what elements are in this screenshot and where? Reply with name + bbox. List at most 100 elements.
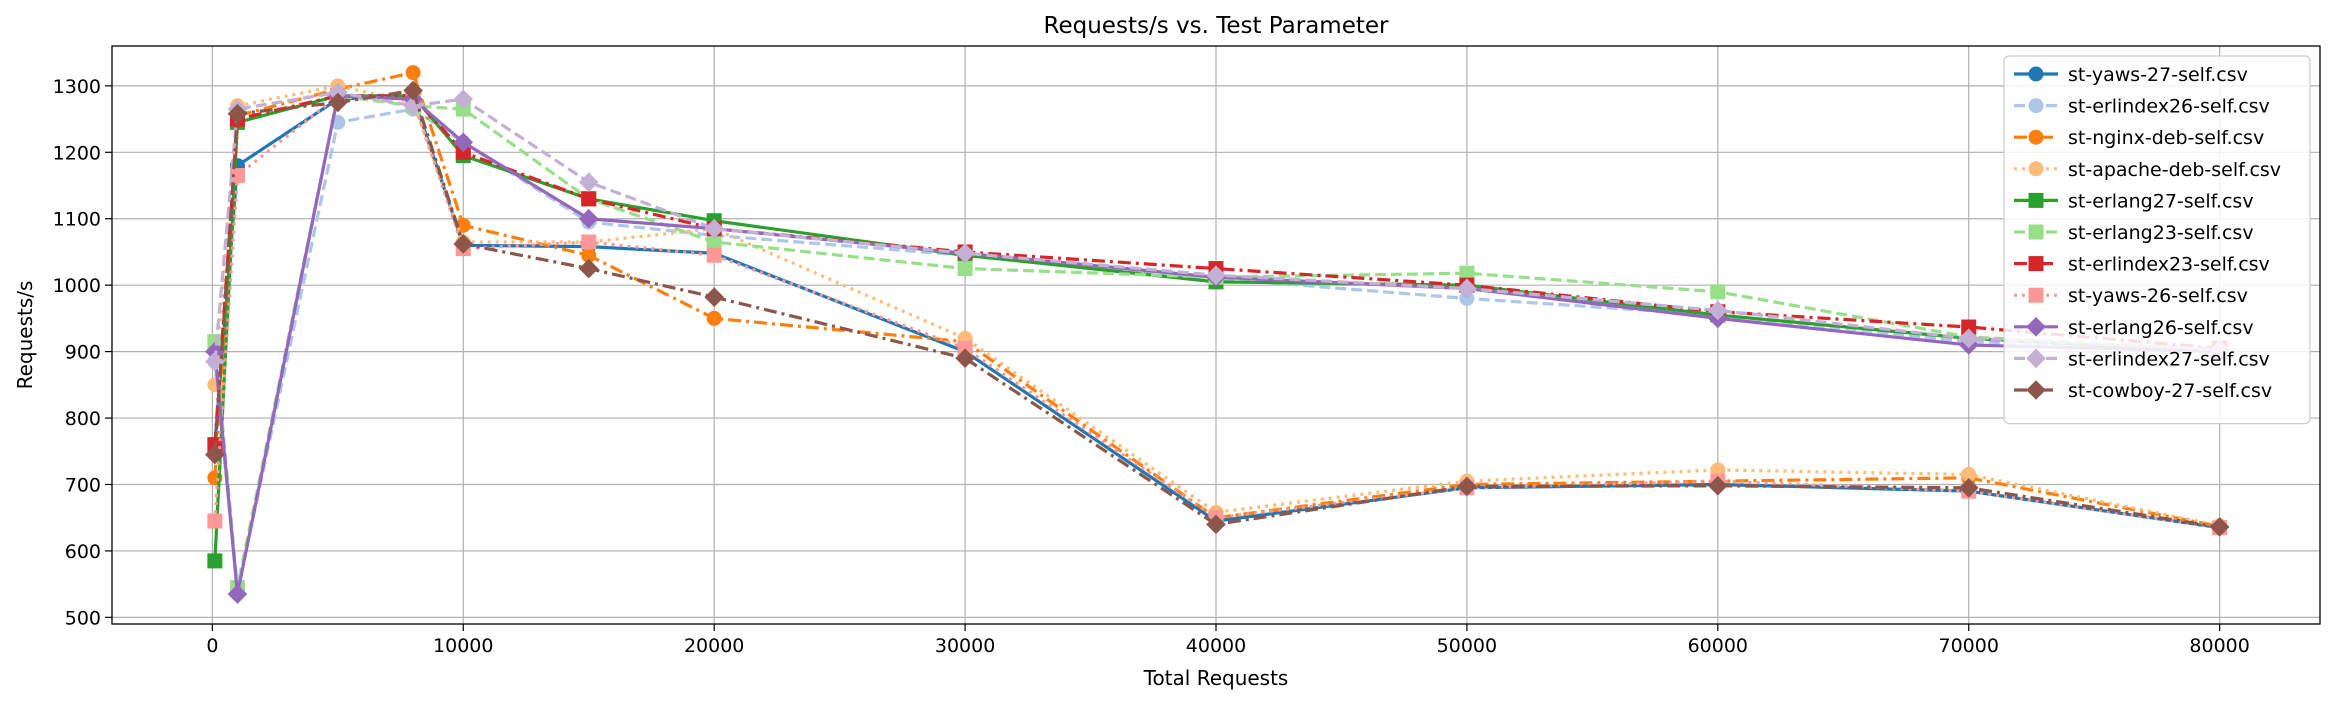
x-tick-label: 0 xyxy=(206,635,218,657)
series-st-yaws-27-self xyxy=(207,88,2228,536)
legend-item: st-erlang26-self.csv xyxy=(2014,317,2254,339)
y-tick-label: 700 xyxy=(65,474,101,496)
data-point xyxy=(405,65,421,81)
data-point xyxy=(955,243,975,264)
y-tick-label: 800 xyxy=(65,408,101,430)
data-point xyxy=(578,208,599,229)
data-point xyxy=(453,132,474,153)
legend-item: st-erlang27-self.csv xyxy=(2014,190,2254,212)
series-layer xyxy=(205,65,2230,604)
series-st-yaws-26-self xyxy=(207,88,2228,536)
data-point xyxy=(581,191,597,207)
data-point xyxy=(706,247,722,263)
chart-title: Requests/s vs. Test Parameter xyxy=(1044,13,1389,39)
grid xyxy=(112,46,2320,624)
legend-marker xyxy=(2028,192,2044,208)
data-point xyxy=(955,348,975,369)
data-point xyxy=(403,95,423,116)
y-tick-label: 900 xyxy=(65,342,101,364)
legend-box xyxy=(2003,55,2311,425)
data-point xyxy=(704,218,724,239)
legend-label: st-erlang23-self.csv xyxy=(2068,222,2254,244)
legend-label: st-erlindex26-self.csv xyxy=(2068,96,2270,118)
legend-label: st-yaws-27-self.csv xyxy=(2068,64,2248,86)
data-point xyxy=(403,80,423,101)
legend-marker xyxy=(2026,380,2046,400)
data-point xyxy=(1708,300,1728,321)
x-tick-label: 50000 xyxy=(1437,635,1497,657)
legend-item: st-erlindex26-self.csv xyxy=(2014,96,2270,118)
legend-item: st-erlang23-self.csv xyxy=(2014,222,2254,244)
legend-item: st-apache-deb-self.csv xyxy=(2014,159,2281,181)
data-point xyxy=(453,89,474,109)
legend-label: st-nginx-deb-self.csv xyxy=(2068,127,2264,149)
legend-label: st-cowboy-27-self.csv xyxy=(2068,380,2272,402)
data-point xyxy=(453,234,474,254)
data-point xyxy=(1708,476,1728,496)
x-tick-label: 20000 xyxy=(684,635,744,657)
series-line xyxy=(213,90,2220,362)
legend-item: st-yaws-27-self.csv xyxy=(2014,64,2248,86)
data-point xyxy=(1206,265,1226,286)
y-axis-label: Requests/s xyxy=(13,281,37,390)
legend-label: st-yaws-26-self.csv xyxy=(2068,285,2248,307)
data-point xyxy=(706,310,722,326)
legend-marker xyxy=(2026,316,2046,337)
legend-label: st-erlindex23-self.csv xyxy=(2068,254,2270,276)
legend-item: st-erlindex27-self.csv xyxy=(2014,348,2270,370)
y-tick-label: 600 xyxy=(65,541,101,563)
data-point xyxy=(207,513,223,529)
x-axis: 0 10000 20000 30000 40000 50000 60000 70000 8000… xyxy=(206,624,2250,657)
x-tick-label: 10000 xyxy=(433,635,493,657)
series-st-cowboy-27-self xyxy=(205,80,2230,537)
y-tick-label: 500 xyxy=(65,607,101,629)
data-point xyxy=(578,258,599,279)
data-point xyxy=(1958,477,1979,498)
legend-marker xyxy=(2028,224,2044,240)
x-axis-label: Total Requests xyxy=(1143,666,1289,690)
series-line xyxy=(213,88,2220,529)
x-tick-label: 40000 xyxy=(1186,635,1246,657)
x-tick-label: 80000 xyxy=(2189,635,2249,657)
legend-label: st-erlang27-self.csv xyxy=(2068,190,2254,212)
legend-marker xyxy=(2028,287,2044,303)
series-line xyxy=(213,94,2220,530)
x-tick-label: 30000 xyxy=(935,635,995,657)
legend-marker xyxy=(2028,129,2044,145)
y-axis: 500 600 700 800 900 1000 1100 1200 1300 xyxy=(53,76,112,629)
legend-label: st-erlang26-self.csv xyxy=(2068,317,2254,339)
legend-label: st-apache-deb-self.csv xyxy=(2068,159,2281,181)
series-line xyxy=(213,70,2220,528)
data-point xyxy=(227,103,248,124)
legend-item: st-cowboy-27-self.csv xyxy=(2014,380,2272,402)
data-point xyxy=(328,92,348,113)
legend-marker xyxy=(2028,98,2044,114)
data-point xyxy=(207,553,223,569)
data-point xyxy=(205,444,225,465)
y-tick-label: 1000 xyxy=(53,275,101,297)
legend-marker xyxy=(2028,256,2044,272)
legend-label: st-erlindex27-self.csv xyxy=(2068,348,2270,370)
data-point xyxy=(1958,328,1979,349)
data-point xyxy=(957,261,973,277)
series-st-nginx-deb-self xyxy=(207,65,2228,534)
data-point xyxy=(1710,284,1726,300)
data-point xyxy=(704,287,724,307)
data-point xyxy=(578,172,599,193)
legend-marker xyxy=(2026,348,2046,369)
x-tick-label: 60000 xyxy=(1688,635,1748,657)
series-st-apache-deb-self xyxy=(207,78,2228,534)
y-tick-label: 1300 xyxy=(53,76,101,98)
data-point xyxy=(2209,517,2230,537)
legend-item: st-yaws-26-self.csv xyxy=(2014,285,2248,307)
x-tick-label: 70000 xyxy=(1939,635,1999,657)
series-line xyxy=(213,94,2220,530)
legend-item: st-nginx-deb-self.csv xyxy=(2014,127,2264,149)
legend-marker xyxy=(2028,161,2044,177)
data-point xyxy=(581,234,597,250)
data-point xyxy=(1206,514,1226,535)
y-tick-label: 1100 xyxy=(53,209,101,231)
legend: st-yaws-27-self.csv st-erlindex26-self.cs… xyxy=(2003,55,2311,425)
data-point xyxy=(227,584,248,604)
